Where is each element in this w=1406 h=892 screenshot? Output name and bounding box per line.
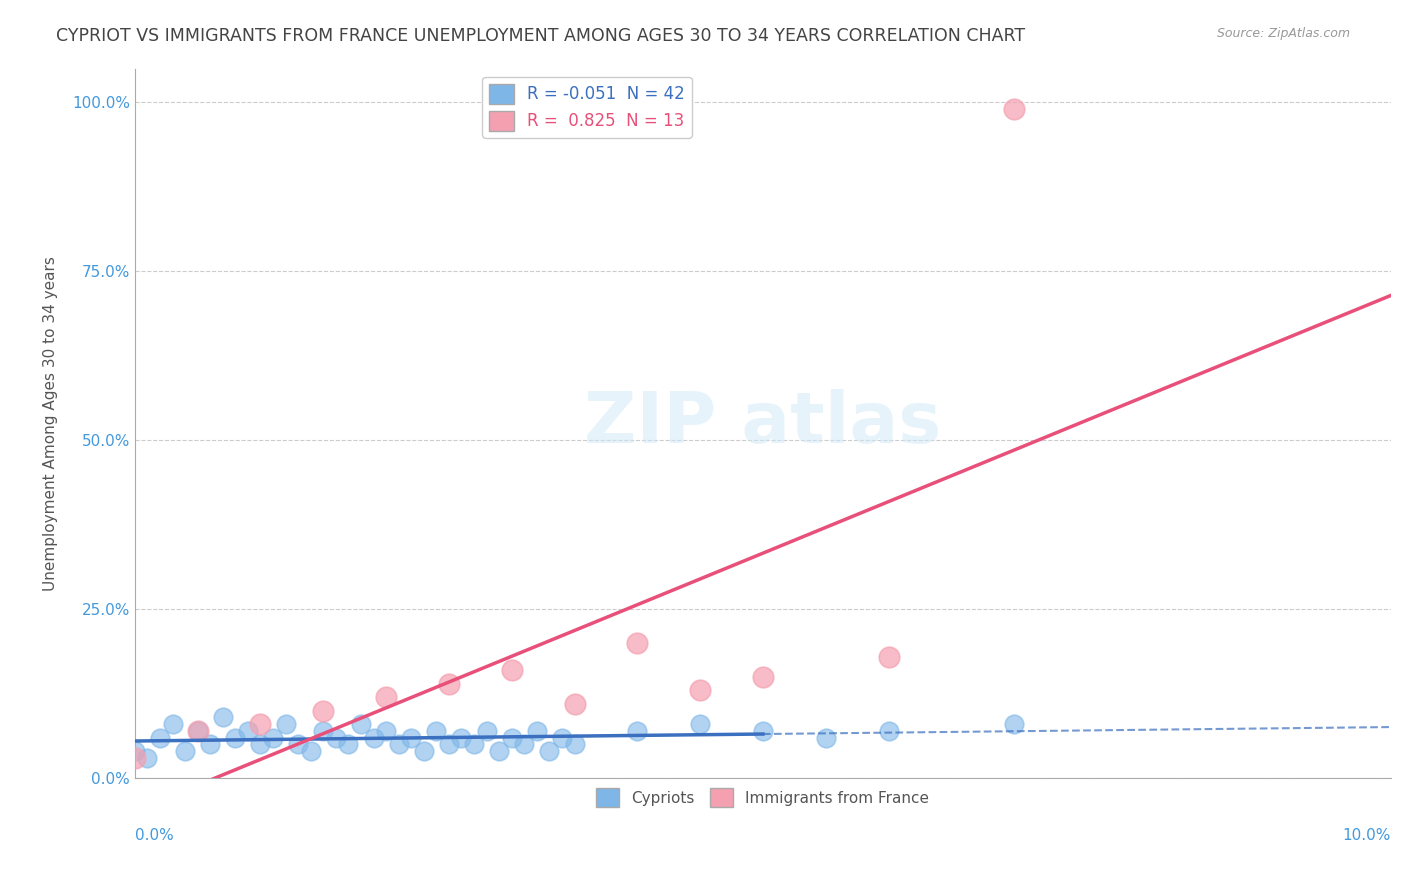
- Point: [299, 744, 322, 758]
- Text: CYPRIOT VS IMMIGRANTS FROM FRANCE UNEMPLOYMENT AMONG AGES 30 TO 34 YEARS CORRELA: CYPRIOT VS IMMIGRANTS FROM FRANCE UNEMPL…: [56, 27, 1025, 45]
- Point: [249, 738, 271, 752]
- Point: [814, 731, 837, 745]
- Text: 0.0%: 0.0%: [135, 828, 173, 843]
- Point: [187, 723, 209, 738]
- Point: [551, 731, 574, 745]
- Point: [162, 717, 184, 731]
- Point: [1002, 102, 1025, 116]
- Point: [538, 744, 561, 758]
- Point: [136, 751, 159, 765]
- Point: [375, 723, 398, 738]
- Point: [526, 723, 548, 738]
- Point: [187, 723, 209, 738]
- Point: [325, 731, 347, 745]
- Text: ZIP atlas: ZIP atlas: [585, 389, 942, 458]
- Point: [375, 690, 398, 705]
- Point: [312, 704, 335, 718]
- Point: [425, 723, 447, 738]
- Point: [501, 731, 523, 745]
- Point: [312, 723, 335, 738]
- Point: [877, 723, 900, 738]
- Point: [626, 723, 648, 738]
- Point: [564, 738, 586, 752]
- Point: [877, 649, 900, 664]
- Point: [337, 738, 360, 752]
- Point: [287, 738, 309, 752]
- Point: [200, 738, 222, 752]
- Point: [626, 636, 648, 650]
- Y-axis label: Unemployment Among Ages 30 to 34 years: Unemployment Among Ages 30 to 34 years: [44, 256, 58, 591]
- Point: [501, 663, 523, 677]
- Point: [174, 744, 197, 758]
- Point: [488, 744, 510, 758]
- Point: [274, 717, 297, 731]
- Text: Source: ZipAtlas.com: Source: ZipAtlas.com: [1216, 27, 1350, 40]
- Point: [689, 717, 711, 731]
- Point: [437, 676, 460, 690]
- Point: [564, 697, 586, 711]
- Point: [399, 731, 422, 745]
- Point: [437, 738, 460, 752]
- Point: [350, 717, 373, 731]
- Point: [689, 683, 711, 698]
- Point: [363, 731, 385, 745]
- Point: [211, 710, 233, 724]
- Point: [752, 723, 775, 738]
- Point: [124, 751, 146, 765]
- Point: [475, 723, 498, 738]
- Point: [752, 670, 775, 684]
- Point: [463, 738, 485, 752]
- Point: [450, 731, 472, 745]
- Point: [124, 744, 146, 758]
- Text: 10.0%: 10.0%: [1343, 828, 1391, 843]
- Point: [149, 731, 172, 745]
- Point: [513, 738, 536, 752]
- Point: [388, 738, 411, 752]
- Point: [1002, 717, 1025, 731]
- Point: [262, 731, 284, 745]
- Point: [412, 744, 434, 758]
- Legend: Cypriots, Immigrants from France: Cypriots, Immigrants from France: [591, 782, 935, 814]
- Point: [224, 731, 246, 745]
- Point: [236, 723, 259, 738]
- Point: [249, 717, 271, 731]
